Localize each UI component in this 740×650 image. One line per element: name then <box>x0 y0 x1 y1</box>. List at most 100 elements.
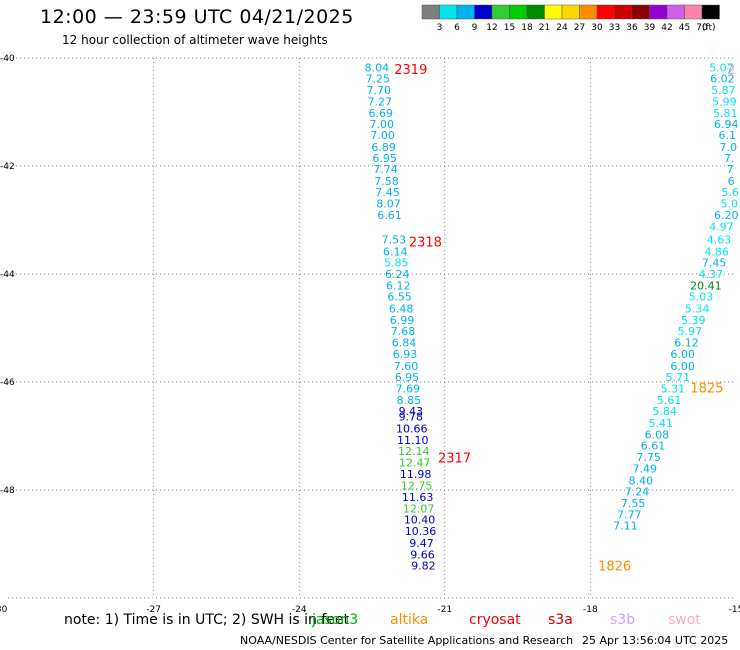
swh-point-label: 7.00 <box>370 129 395 142</box>
footer-credit: NOAA/NESDIS Center for Satellite Applica… <box>240 634 574 647</box>
colorbar-label: 18 <box>521 23 533 33</box>
swh-point-label: 5.34 <box>685 303 710 316</box>
colorbar-label: 15 <box>504 23 515 33</box>
colorbar-swatch <box>614 4 633 20</box>
page-subtitle: 12 hour collection of altimeter wave hei… <box>62 33 328 47</box>
swh-point-label: 7 <box>727 163 734 176</box>
swh-point-label: 7.53 <box>382 233 407 246</box>
colorbar-label: 33 <box>609 23 620 33</box>
swh-point-label: 6.61 <box>377 209 402 222</box>
swh-point-label: 12.75 <box>401 480 433 493</box>
swh-point-label: 5.71 <box>666 371 691 384</box>
swh-point-label: 7.27 <box>368 96 393 109</box>
colorbar-label: 6 <box>454 23 460 33</box>
swh-point-label: 6.20 <box>714 209 739 222</box>
satellite-legend-item: altika <box>390 612 429 628</box>
swh-point-label: 6.12 <box>674 337 699 350</box>
colorbar-label: 70 <box>696 23 708 33</box>
swh-point-label: 7.58 <box>374 175 399 188</box>
swh-point-label: 11.98 <box>400 468 432 481</box>
swh-point-label: 7.55 <box>621 497 646 510</box>
swh-point-label: 6.14 <box>383 245 408 258</box>
swh-point-label: 6.00 <box>670 360 695 373</box>
x-tick-label: -24 <box>292 605 307 615</box>
satellite-legend-item: s3a <box>548 612 573 628</box>
footer-timestamp: 25 Apr 13:56:04 UTC 2025 <box>582 634 729 647</box>
colorbar-label: 24 <box>556 23 568 33</box>
swh-point-label: 8.85 <box>397 394 422 407</box>
swh-point-label: 6.02 <box>710 73 735 86</box>
colorbar-swatch <box>701 4 720 20</box>
swh-point-label: 5.97 <box>678 325 703 338</box>
swh-point-label: 8.04 <box>365 62 390 75</box>
x-tick-label: -21 <box>437 605 452 615</box>
swh-point-label: 12.07 <box>403 502 435 515</box>
swh-point-label: 6.99 <box>390 314 415 327</box>
swh-point-label: 5.6 <box>721 186 739 199</box>
swh-point-label: 5.84 <box>652 405 677 418</box>
swh-point-label: 6.08 <box>645 428 670 441</box>
swh-point-label: 5.07 <box>709 62 734 75</box>
swh-point-label: 7.77 <box>617 508 642 521</box>
swh-point-label: 9.47 <box>409 537 434 550</box>
colorbar-swatch <box>526 4 545 20</box>
swh-point-label: 11.63 <box>402 491 434 504</box>
colorbar-swatch <box>421 4 440 20</box>
swh-point-label: 20.41 <box>690 279 722 292</box>
x-tick-label: -30 <box>0 605 8 615</box>
swh-point-label: 5.41 <box>649 417 674 430</box>
colorbar-label: 39 <box>644 23 656 33</box>
swh-point-label: 5.39 <box>681 314 706 327</box>
swh-point-label: 7.49 <box>633 462 658 475</box>
pass-label: 2317 <box>438 452 471 467</box>
colorbar-label: 27 <box>574 23 585 33</box>
swh-point-label: 6.48 <box>389 303 414 316</box>
swh-point-label: 7.45 <box>375 186 400 199</box>
swh-point-label: 7.24 <box>625 486 650 499</box>
y-tick-label: -44 <box>0 270 15 280</box>
colorbar-label: 21 <box>539 23 550 33</box>
pass-label: 1825 <box>690 381 723 396</box>
swh-point-label: 6.94 <box>714 118 739 131</box>
x-tick-label: -18 <box>583 605 598 615</box>
swh-point-label: 6.93 <box>393 348 418 361</box>
satellite-legend-item: swot <box>668 612 701 628</box>
satellite-legend-item: jason3 <box>312 612 359 628</box>
swh-point-label: 12.14 <box>398 445 430 458</box>
swh-point-label: 6.00 <box>670 348 695 361</box>
swh-point-label: 7.00 <box>369 118 394 131</box>
swh-point-label: 10.36 <box>405 525 437 538</box>
swh-point-label: 6.84 <box>392 337 417 350</box>
swh-point-label: 5.31 <box>661 382 686 395</box>
colorbar-swatch <box>509 4 528 20</box>
colorbar-swatch <box>631 4 650 20</box>
colorbar-label: 42 <box>661 23 672 33</box>
swh-point-label: 5.87 <box>711 84 736 97</box>
swh-point-label: 5.61 <box>657 394 682 407</box>
swh-point-label: 4.37 <box>699 268 724 281</box>
colorbar-swatch <box>684 4 703 20</box>
satellite-legend-item: cryosat <box>469 612 521 628</box>
swh-point-label: 4.86 <box>704 245 729 258</box>
swh-point-label: 4.63 <box>707 233 732 246</box>
swh-point-label: 6.1 <box>719 129 737 142</box>
swh-point-label: 6.95 <box>372 152 397 165</box>
page-title: 12:00 — 23:59 UTC 04/21/2025 <box>40 6 354 28</box>
pass-label: 1826 <box>598 560 631 575</box>
swh-point-label: 5.03 <box>689 291 714 304</box>
y-tick-label: -48 <box>0 486 15 496</box>
swh-point-label: 6.89 <box>371 141 396 154</box>
swh-point-label: 6.61 <box>641 440 666 453</box>
pass-label: 2318 <box>409 236 442 251</box>
swh-point-label: 9.78 <box>399 411 424 424</box>
swh-point-label: 7.74 <box>373 163 398 176</box>
pass-label: 2319 <box>394 63 427 78</box>
swh-point-label: 6.55 <box>387 291 412 304</box>
colorbar-swatch <box>561 4 580 20</box>
swh-point-label: 11.10 <box>397 434 429 447</box>
colorbar-swatch <box>439 4 458 20</box>
swh-point-label: 12.47 <box>399 456 431 469</box>
swh-point-label: 7.68 <box>391 325 416 338</box>
colorbar-swatch <box>544 4 563 20</box>
